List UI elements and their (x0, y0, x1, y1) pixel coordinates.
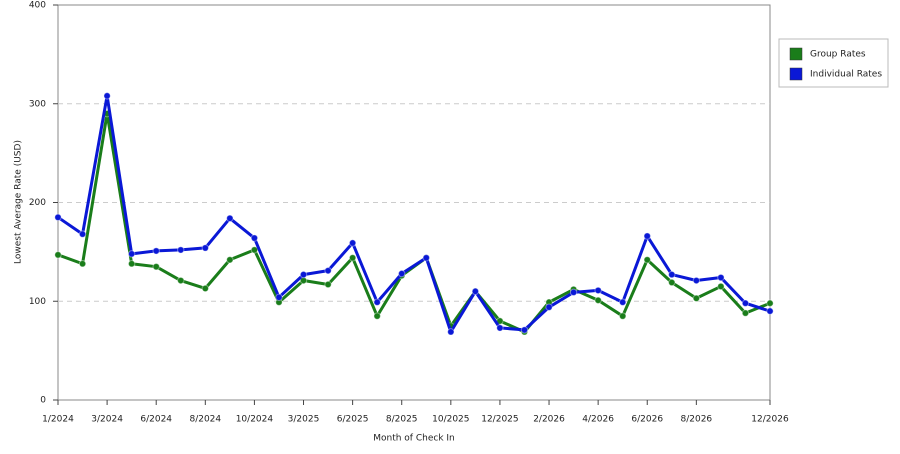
data-point (348, 254, 357, 262)
data-point (668, 270, 676, 279)
x-tick-label: 6/2026 (631, 415, 663, 425)
legend-swatch (789, 47, 803, 61)
data-point (275, 293, 283, 301)
data-point (78, 260, 87, 268)
data-point (127, 260, 136, 268)
data-point (324, 266, 332, 275)
data-point (717, 282, 725, 291)
data-point (618, 312, 627, 320)
series-line (57, 94, 771, 334)
data-point (569, 288, 578, 297)
data-point (766, 299, 774, 307)
data-point (226, 256, 234, 264)
data-point (324, 280, 332, 289)
x-tick-label: 10/2025 (432, 415, 469, 425)
data-point (692, 294, 701, 302)
data-point (250, 246, 259, 254)
data-point (717, 273, 725, 282)
x-tick-label: 12/2026 (751, 415, 789, 425)
series-line (57, 112, 771, 334)
data-point (594, 296, 602, 304)
y-tick-label: 300 (29, 99, 46, 109)
data-point (152, 262, 160, 271)
data-point (201, 284, 210, 293)
x-tick-label: 10/2024 (236, 415, 274, 425)
data-point (373, 312, 381, 320)
x-axis-label: Month of Check In (373, 434, 455, 444)
x-tick-label: 3/2025 (288, 415, 320, 425)
data-point (447, 328, 455, 336)
data-point (643, 232, 651, 240)
x-tick-label: 8/2025 (386, 415, 418, 425)
data-point (54, 251, 62, 259)
x-tick-label: 8/2026 (681, 415, 713, 425)
data-point (471, 287, 480, 296)
legend-swatch (789, 67, 803, 81)
data-point (152, 247, 160, 255)
data-point (668, 278, 676, 287)
data-point (373, 298, 381, 306)
data-point (692, 276, 701, 285)
x-tick-label: 1/2024 (42, 415, 74, 425)
x-tick-label: 6/2025 (337, 415, 369, 425)
x-tick-label: 8/2024 (189, 415, 221, 425)
data-point (299, 270, 308, 279)
y-axis-label: Lowest Average Rate (USD) (14, 140, 24, 264)
data-point (594, 286, 602, 295)
data-point (545, 303, 553, 311)
data-point (201, 244, 210, 252)
x-tick-label: 4/2026 (582, 415, 614, 425)
x-tick-label: 12/2025 (481, 415, 518, 425)
data-point (766, 307, 774, 315)
y-tick-label: 100 (29, 297, 46, 307)
legend-label: Individual Rates (810, 70, 882, 80)
y-tick-label: 0 (40, 396, 46, 406)
data-point (520, 326, 529, 334)
y-tick-label: 400 (29, 1, 46, 11)
data-point (177, 246, 185, 254)
data-point (54, 213, 62, 222)
y-tick-label: 200 (29, 198, 46, 208)
data-point (177, 276, 185, 285)
data-point (226, 214, 234, 223)
data-point (348, 239, 357, 247)
data-point (643, 256, 651, 264)
data-point (250, 234, 259, 242)
data-point (741, 309, 750, 317)
data-point (127, 250, 136, 258)
data-point (496, 324, 504, 332)
data-point (103, 92, 111, 100)
data-point (422, 254, 430, 262)
x-tick-label: 6/2024 (140, 415, 172, 425)
data-point (618, 298, 627, 306)
legend-label: Group Rates (810, 50, 866, 60)
x-tick-label: 2/2026 (533, 415, 565, 425)
data-point (741, 299, 750, 307)
x-tick-label: 3/2024 (91, 415, 123, 425)
data-point (398, 269, 406, 278)
data-point (78, 230, 87, 238)
